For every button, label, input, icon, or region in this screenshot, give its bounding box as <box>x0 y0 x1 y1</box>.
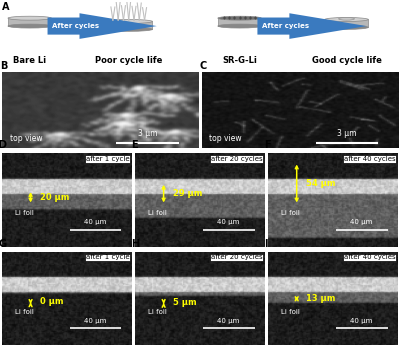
Text: H: H <box>131 239 139 249</box>
Text: after 20 cycles: after 20 cycles <box>211 156 262 162</box>
Text: Good cycle life: Good cycle life <box>312 56 382 65</box>
Text: D: D <box>0 140 6 150</box>
Text: 40 μm: 40 μm <box>217 318 240 324</box>
Text: 40 μm: 40 μm <box>217 219 240 225</box>
Text: after 1 cycle: after 1 cycle <box>86 254 129 260</box>
Ellipse shape <box>8 24 52 28</box>
Ellipse shape <box>325 17 368 22</box>
Bar <box>325 19 368 27</box>
Text: Li foil: Li foil <box>15 210 34 216</box>
Text: top view: top view <box>10 134 42 143</box>
Text: 40 μm: 40 μm <box>84 219 107 225</box>
Ellipse shape <box>8 16 52 20</box>
Text: 40 μm: 40 μm <box>350 219 373 225</box>
Text: E: E <box>131 140 138 150</box>
Text: Li foil: Li foil <box>15 308 34 314</box>
Text: 0 μm: 0 μm <box>40 297 63 306</box>
Bar <box>8 18 52 26</box>
Text: 40 μm: 40 μm <box>350 318 373 324</box>
Text: 20 μm: 20 μm <box>40 193 69 202</box>
Ellipse shape <box>105 19 152 24</box>
Ellipse shape <box>218 24 261 28</box>
Text: 5 μm: 5 μm <box>173 297 196 306</box>
Text: after 40 cycles: after 40 cycles <box>344 156 396 162</box>
Text: after 40 cycles: after 40 cycles <box>344 254 396 260</box>
Text: G: G <box>0 239 6 249</box>
Text: 40 μm: 40 μm <box>84 318 107 324</box>
Text: 29 μm: 29 μm <box>173 189 202 198</box>
Text: 3 μm: 3 μm <box>337 129 357 138</box>
Text: After cycles: After cycles <box>52 23 99 29</box>
FancyBboxPatch shape <box>258 13 367 39</box>
Bar <box>105 22 152 29</box>
Text: Li foil: Li foil <box>281 308 300 314</box>
FancyBboxPatch shape <box>48 13 157 39</box>
Text: Li foil: Li foil <box>281 210 300 216</box>
Text: I: I <box>264 239 268 249</box>
Text: SR-G-Li: SR-G-Li <box>222 56 257 65</box>
Ellipse shape <box>325 25 368 29</box>
Text: Li foil: Li foil <box>148 308 167 314</box>
Ellipse shape <box>105 27 152 31</box>
Text: C: C <box>200 61 207 71</box>
Text: Bare Li: Bare Li <box>13 56 46 65</box>
Text: A: A <box>2 2 10 12</box>
Text: after 20 cycles: after 20 cycles <box>211 254 262 260</box>
Text: top view: top view <box>210 134 242 143</box>
Text: B: B <box>0 61 8 71</box>
Text: after 1 cycle: after 1 cycle <box>86 156 129 162</box>
Text: 54 μm: 54 μm <box>306 179 335 188</box>
Text: Poor cycle life: Poor cycle life <box>95 56 162 65</box>
Ellipse shape <box>218 16 261 20</box>
Text: F: F <box>264 140 271 150</box>
Text: Li foil: Li foil <box>148 210 167 216</box>
Text: 3 μm: 3 μm <box>138 129 157 138</box>
Text: 13 μm: 13 μm <box>306 294 335 303</box>
Bar <box>218 18 261 26</box>
Ellipse shape <box>338 17 354 20</box>
Text: After cycles: After cycles <box>262 23 309 29</box>
